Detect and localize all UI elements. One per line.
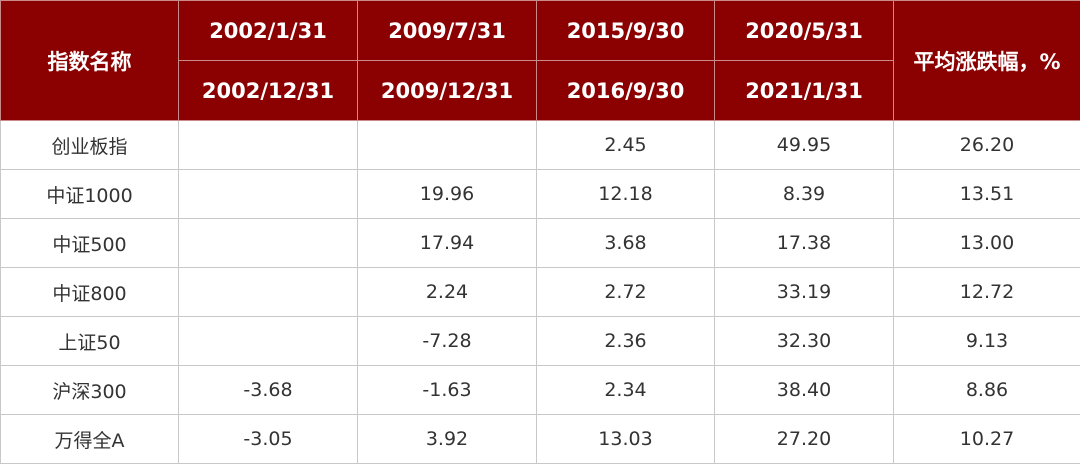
table-cell: 13.03 — [537, 415, 715, 464]
table-cell: 2.36 — [537, 317, 715, 366]
index-name: 中证1000 — [1, 170, 179, 219]
table-cell: 2.34 — [537, 366, 715, 415]
period-start: 2020/5/31 — [715, 1, 894, 61]
table-cell: 17.38 — [715, 219, 894, 268]
table-cell: -3.05 — [179, 415, 358, 464]
table-cell: 2.24 — [358, 268, 537, 317]
empty-cell — [358, 121, 537, 170]
period-end: 2002/12/31 — [179, 61, 358, 121]
table-cell: 17.94 — [358, 219, 537, 268]
table-cell: 27.20 — [715, 415, 894, 464]
index-name: 创业板指 — [1, 121, 179, 170]
table-cell: -1.63 — [358, 366, 537, 415]
header-cell: 指数名称 — [1, 1, 179, 121]
table-cell: 13.51 — [894, 170, 1080, 219]
period-start: 2015/9/30 — [537, 1, 715, 61]
table-cell: 8.86 — [894, 366, 1080, 415]
empty-cell — [179, 219, 358, 268]
table-cell: 9.13 — [894, 317, 1080, 366]
table-cell: 2.72 — [537, 268, 715, 317]
table-cell: 10.27 — [894, 415, 1080, 464]
empty-cell — [179, 170, 358, 219]
table-cell: 3.68 — [537, 219, 715, 268]
table-cell: 13.00 — [894, 219, 1080, 268]
index-name: 上证50 — [1, 317, 179, 366]
index-name: 中证800 — [1, 268, 179, 317]
period-start: 2002/1/31 — [179, 1, 358, 61]
table-cell: 33.19 — [715, 268, 894, 317]
table-cell: 12.18 — [537, 170, 715, 219]
table-cell: 32.30 — [715, 317, 894, 366]
table-cell: 38.40 — [715, 366, 894, 415]
period-end: 2016/9/30 — [537, 61, 715, 121]
index-name: 沪深300 — [1, 366, 179, 415]
table-cell: 19.96 — [358, 170, 537, 219]
period-start: 2009/7/31 — [358, 1, 537, 61]
period-end: 2009/12/31 — [358, 61, 537, 121]
index-name: 中证500 — [1, 219, 179, 268]
table-cell: -3.68 — [179, 366, 358, 415]
table-cell: 2.45 — [537, 121, 715, 170]
table-cell: 12.72 — [894, 268, 1080, 317]
table-cell: 3.92 — [358, 415, 537, 464]
table-cell: 8.39 — [715, 170, 894, 219]
header-cell: 平均涨跌幅，% — [894, 1, 1080, 121]
empty-cell — [179, 317, 358, 366]
index-name: 万得全A — [1, 415, 179, 464]
period-end: 2021/1/31 — [715, 61, 894, 121]
table-cell: 49.95 — [715, 121, 894, 170]
empty-cell — [179, 268, 358, 317]
table-cell: -7.28 — [358, 317, 537, 366]
table-cell: 26.20 — [894, 121, 1080, 170]
empty-cell — [179, 121, 358, 170]
